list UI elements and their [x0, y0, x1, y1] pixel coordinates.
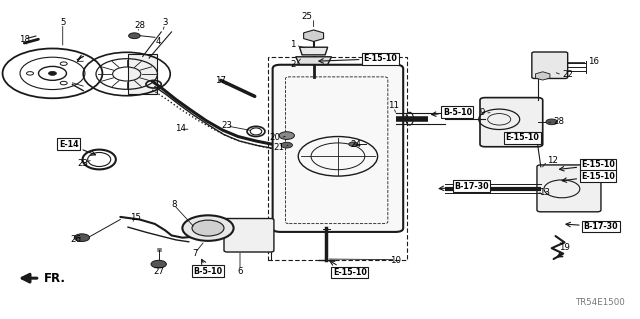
- Circle shape: [151, 260, 166, 268]
- Text: 9: 9: [480, 108, 485, 117]
- Text: 10: 10: [390, 256, 401, 265]
- Circle shape: [279, 132, 294, 139]
- Text: B-17-30: B-17-30: [566, 222, 618, 231]
- Text: 8: 8: [172, 200, 177, 209]
- Text: 12: 12: [547, 156, 558, 165]
- Circle shape: [192, 220, 224, 236]
- Text: B-5-10: B-5-10: [193, 259, 223, 276]
- Text: TR54E1500: TR54E1500: [576, 298, 626, 307]
- Text: 25: 25: [301, 12, 313, 21]
- Text: E-14: E-14: [59, 140, 95, 155]
- Text: E-15-10: E-15-10: [319, 54, 397, 63]
- Text: 20: 20: [269, 133, 280, 142]
- Text: 23: 23: [77, 159, 89, 168]
- Text: 14: 14: [175, 124, 186, 133]
- FancyBboxPatch shape: [128, 54, 157, 94]
- Text: 6: 6: [237, 267, 243, 276]
- Circle shape: [546, 119, 557, 125]
- Text: B-17-30: B-17-30: [439, 182, 489, 191]
- Text: 28: 28: [134, 21, 145, 30]
- Text: 13: 13: [539, 188, 550, 197]
- Text: E-15-10: E-15-10: [562, 172, 615, 182]
- Circle shape: [281, 142, 292, 148]
- FancyBboxPatch shape: [273, 65, 403, 232]
- Circle shape: [49, 71, 56, 75]
- Circle shape: [182, 215, 234, 241]
- Text: 17: 17: [215, 76, 227, 85]
- FancyBboxPatch shape: [480, 98, 543, 147]
- Text: 15: 15: [130, 213, 141, 222]
- FancyBboxPatch shape: [224, 219, 274, 252]
- Text: 5: 5: [60, 18, 65, 27]
- Text: 21: 21: [274, 143, 285, 152]
- Text: 11: 11: [388, 101, 399, 110]
- Text: 1: 1: [290, 40, 296, 48]
- Text: 18: 18: [19, 35, 30, 44]
- Circle shape: [74, 234, 90, 241]
- Text: 24: 24: [351, 140, 362, 149]
- Text: 28: 28: [554, 117, 564, 126]
- Text: 27: 27: [153, 267, 164, 276]
- FancyBboxPatch shape: [532, 52, 568, 78]
- Circle shape: [129, 33, 140, 39]
- Polygon shape: [296, 57, 332, 64]
- Text: 4: 4: [156, 37, 161, 46]
- Text: 23: 23: [221, 121, 233, 130]
- Text: 22: 22: [562, 70, 573, 78]
- Text: E-15-10: E-15-10: [506, 133, 540, 142]
- Text: 19: 19: [559, 243, 570, 252]
- Text: 2: 2: [290, 60, 296, 69]
- Text: 16: 16: [588, 57, 598, 66]
- Text: E-15-10: E-15-10: [559, 160, 615, 171]
- Text: B-5-10: B-5-10: [431, 108, 472, 117]
- Text: FR.: FR.: [44, 272, 65, 285]
- Text: E-15-10: E-15-10: [330, 261, 367, 277]
- Text: 3: 3: [163, 19, 168, 27]
- Polygon shape: [300, 47, 328, 55]
- Circle shape: [349, 142, 358, 146]
- Text: 26: 26: [70, 235, 81, 244]
- FancyBboxPatch shape: [537, 165, 601, 212]
- Text: 7: 7: [193, 249, 198, 258]
